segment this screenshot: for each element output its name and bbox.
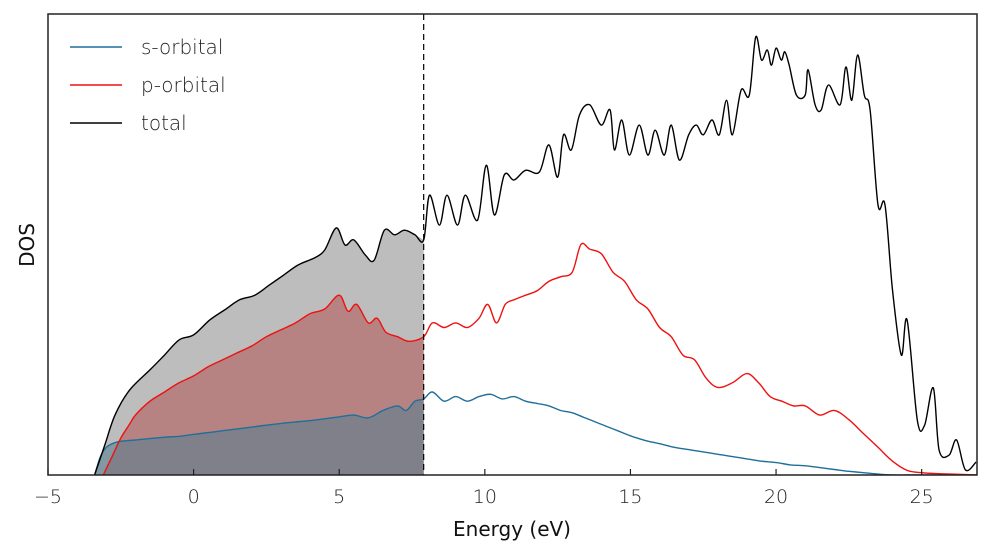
x-tick-label: 20	[764, 486, 788, 508]
legend-label-p-orbital: p-orbital	[141, 73, 226, 97]
series-line-total	[93, 35, 977, 475]
fill-area-s-orbital	[94, 398, 425, 475]
series-line-p-orbital	[102, 242, 977, 475]
legend-label-s-orbital: s-orbital	[141, 35, 223, 59]
legend-label-total: total	[141, 111, 187, 135]
x-tick-label: 10	[473, 486, 497, 508]
x-tick-label: 0	[188, 486, 200, 508]
x-axis-label: Energy (eV)	[453, 517, 571, 541]
x-tick-label: 25	[910, 486, 934, 508]
x-tick-label: −5	[34, 486, 62, 508]
series-line-s-orbital	[93, 391, 977, 475]
legend: s-orbital p-orbital total	[70, 35, 226, 135]
x-tick-label: 5	[333, 486, 345, 508]
series-lines	[93, 35, 977, 475]
x-tick-label: 15	[618, 486, 642, 508]
x-axis-ticks: −5 0 5 10 15 20 25	[34, 469, 934, 508]
plot-frame	[47, 13, 978, 476]
y-axis-label: DOS	[15, 223, 39, 267]
fermi-filled-areas	[94, 227, 425, 475]
